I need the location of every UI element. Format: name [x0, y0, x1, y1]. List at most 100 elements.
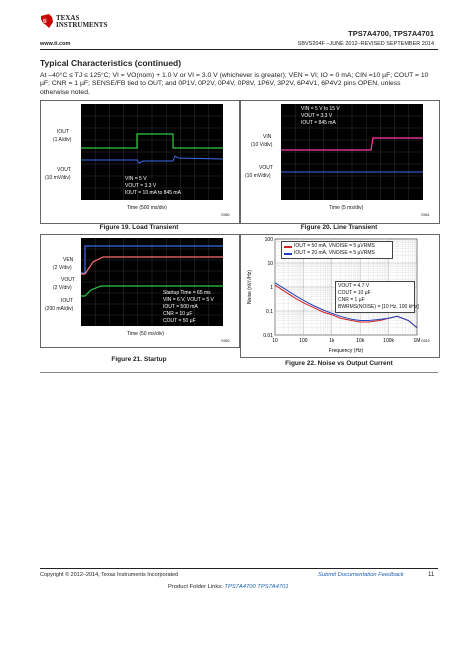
- fig19-vout-scale: (10 mV/div): [45, 175, 71, 181]
- fig22-cond-cout: COUT = 10 µF: [338, 290, 371, 296]
- fig19-cond-vin: VIN = 5 V: [125, 176, 147, 182]
- fig20-cond-iout: IOUT = 845 mA: [301, 120, 336, 126]
- fig20-time-label: Time (5 ms/div): [329, 205, 364, 211]
- fig22-legend: IOUT = 50 mA, VNOISE = 5 µVRMS IOUT = 20…: [281, 241, 393, 259]
- y-tick-label: 1: [270, 285, 273, 291]
- fig22-tick-labels: 10 100 1k 10k 100k 1M 100 10 1 0.1 0.01: [263, 237, 420, 344]
- page-number: 11: [428, 572, 435, 578]
- x-tick-label: 10k: [356, 338, 365, 344]
- fig22-legend-swatch-1: [284, 246, 292, 248]
- figure-19-caption: Figure 19. Load Transient: [99, 224, 179, 231]
- conditions-line-2: µF; CNR = 1 µF; SENSE/FB tied to OUT; an…: [40, 80, 401, 88]
- conditions-line-3: otherwise noted.: [40, 88, 90, 96]
- part-numbers: TPS7A4700, TPS7A4701: [348, 29, 434, 38]
- ti-logo-icon: ti: [41, 14, 53, 28]
- fig19-iout-scale: (1 A/div): [53, 137, 72, 143]
- copyright: Copyright © 2012–2014, Texas Instruments…: [40, 572, 179, 578]
- fig19-code: G060: [221, 213, 230, 217]
- doc-revision: SBVS204F –JUNE 2012–REVISED SEPTEMBER 20…: [297, 41, 434, 47]
- fig19-vout-trace: [81, 155, 224, 164]
- fig21-waveforms: [81, 238, 223, 326]
- fig22-x-axis-label: Frequency (Hz): [329, 348, 364, 354]
- figure-20-panel: VIN (10 V/div) VOUT (10 mV/div) VIN = 5 …: [240, 100, 440, 224]
- y-tick-label: 10: [267, 261, 273, 267]
- fig21-cond-startup: Startup Time = 65 ms: [163, 290, 211, 296]
- fig21-code: G062: [221, 339, 230, 343]
- product-folder-prefix: Product Folder Links:: [168, 584, 223, 590]
- figures-bottom-rule: [40, 372, 438, 373]
- conditions-line-1: At –40°C ≤ TJ ≤ 125°C; VI = VO(nom) + 1.…: [40, 72, 429, 79]
- series-line-2: [274, 282, 418, 329]
- fig20-cond-vin: VIN = 5 V to 15 V: [301, 106, 340, 112]
- figure-22-caption: Figure 22. Noise vs Output Current: [285, 360, 393, 367]
- fig19-iout-label: IOUT: [57, 129, 69, 135]
- svg-text:ti: ti: [43, 19, 47, 25]
- x-tick-label: 1k: [329, 338, 335, 344]
- fig21-ven-scale: (2 V/div): [53, 265, 72, 271]
- x-tick-label: 1M: [414, 338, 421, 344]
- fig22-series-group: [274, 282, 418, 329]
- fig19-time-label: Time (500 ms/div): [127, 205, 167, 211]
- fig21-vout-label: VOUT: [61, 277, 75, 283]
- fig20-vin-trace: [281, 137, 423, 151]
- fig19-grid: [81, 104, 223, 200]
- submit-feedback-link[interactable]: Submit Documentation Feedback: [318, 572, 404, 578]
- x-tick-label: 100: [299, 338, 308, 344]
- fig22-code: G019: [421, 339, 430, 343]
- fig20-code: G061: [421, 213, 430, 217]
- fig22-cond-bw: BWRMS(NOISE) = [10 Hz, 100 kHz]: [338, 304, 419, 310]
- fig22-legend-label-2: IOUT = 20 mA, VNOISE = 5 µVRMS: [294, 250, 375, 256]
- x-tick-label: 100k: [383, 338, 394, 344]
- fig21-ven-label: VEN: [63, 257, 74, 263]
- fig22-y-axis-label: Noise (nV/√Hz): [246, 270, 253, 304]
- fig21-cond-iout: IOUT = 500 mA: [163, 304, 198, 310]
- fig22-legend-swatch-2: [284, 253, 292, 255]
- fig20-grid: [281, 104, 423, 200]
- fig19-iout-trace: [81, 133, 223, 149]
- conditions-text: At –40°C ≤ TJ ≤ 125°C; VI = VO(nom) + 1.…: [40, 72, 440, 97]
- fig20-vout-label: VOUT: [259, 165, 273, 171]
- fig20-scope-screen: VIN = 5 V to 15 V VOUT = 3.3 V IOUT = 84…: [281, 104, 423, 200]
- fig21-vout-trace: [81, 256, 223, 275]
- fig21-iout-label: IOUT: [61, 298, 73, 304]
- x-tick-label: 10: [272, 338, 278, 344]
- y-tick-label: 100: [265, 237, 274, 243]
- company-name-line2: INSTRUMENTS: [56, 21, 108, 29]
- fig20-vin-scale: (10 V/div): [251, 142, 273, 148]
- figure-20-caption: Figure 20. Line Transient: [300, 224, 378, 231]
- y-tick-label: 0.1: [266, 309, 273, 315]
- figure-21-panel: VEN (2 V/div) VOUT (2 V/div) IOUT (200 m…: [40, 234, 240, 348]
- company-name-line1: TEXAS: [56, 14, 80, 22]
- fig19-scope-screen: VIN = 5 V VOUT = 3.3 V IOUT = 10 mA to 8…: [81, 104, 224, 200]
- fig21-iout-scale: (200 mA/div): [45, 306, 74, 312]
- header-rule: [40, 49, 438, 50]
- site-url[interactable]: www.ti.com: [40, 41, 71, 47]
- footer-rule: [40, 568, 438, 569]
- fig19-cond-vout: VOUT = 3.3 V: [125, 183, 157, 189]
- y-tick-label: 0.01: [263, 333, 273, 339]
- fig21-cond-cout: COUT = 50 µF: [163, 318, 196, 324]
- fig22-legend-label-1: IOUT = 50 mA, VNOISE = 5 µVRMS: [294, 243, 375, 249]
- fig19-vout-label: VOUT: [57, 167, 71, 173]
- figure-22-panel: 10 100 1k 10k 100k 1M 100 10 1 0.1 0.01 Noise (nV/…: [240, 234, 440, 358]
- fig21-ven-trace: [81, 245, 223, 274]
- fig19-cond-iout: IOUT = 10 mA to 845 mA: [125, 190, 181, 196]
- fig20-waveforms: [281, 104, 423, 200]
- figure-19-panel: IOUT (1 A/div) VOUT (10 mV/div) VIN = 5 …: [40, 100, 240, 224]
- fig19-waveforms: [81, 104, 224, 200]
- fig22-cond-cnr: CNR = 1 µF: [338, 297, 365, 303]
- fig22-cond-vout: VOUT = 4.7 V: [338, 283, 370, 289]
- fig20-vout-scale: (10 mV/div): [245, 173, 271, 179]
- fig20-vin-label: VIN: [263, 134, 272, 140]
- ti-logo: ti: [40, 13, 54, 29]
- tps7a4701-link[interactable]: TPS7A4701: [257, 584, 289, 590]
- fig21-grid: [81, 238, 223, 326]
- fig21-cond-vin: VIN = 6 V, VOUT = 5 V: [163, 297, 214, 303]
- section-title: Typical Characteristics (continued): [40, 58, 182, 68]
- fig21-iout-trace: [81, 285, 223, 297]
- figure-21-caption: Figure 21. Startup: [111, 356, 167, 363]
- fig21-cond-cnr: CNR = 10 µF: [163, 311, 193, 317]
- fig21-time-label: Time (50 ms/div): [127, 331, 165, 337]
- fig20-cond-vout: VOUT = 3.3 V: [301, 113, 333, 119]
- tps7a4700-link[interactable]: TPS7A4700: [224, 584, 256, 590]
